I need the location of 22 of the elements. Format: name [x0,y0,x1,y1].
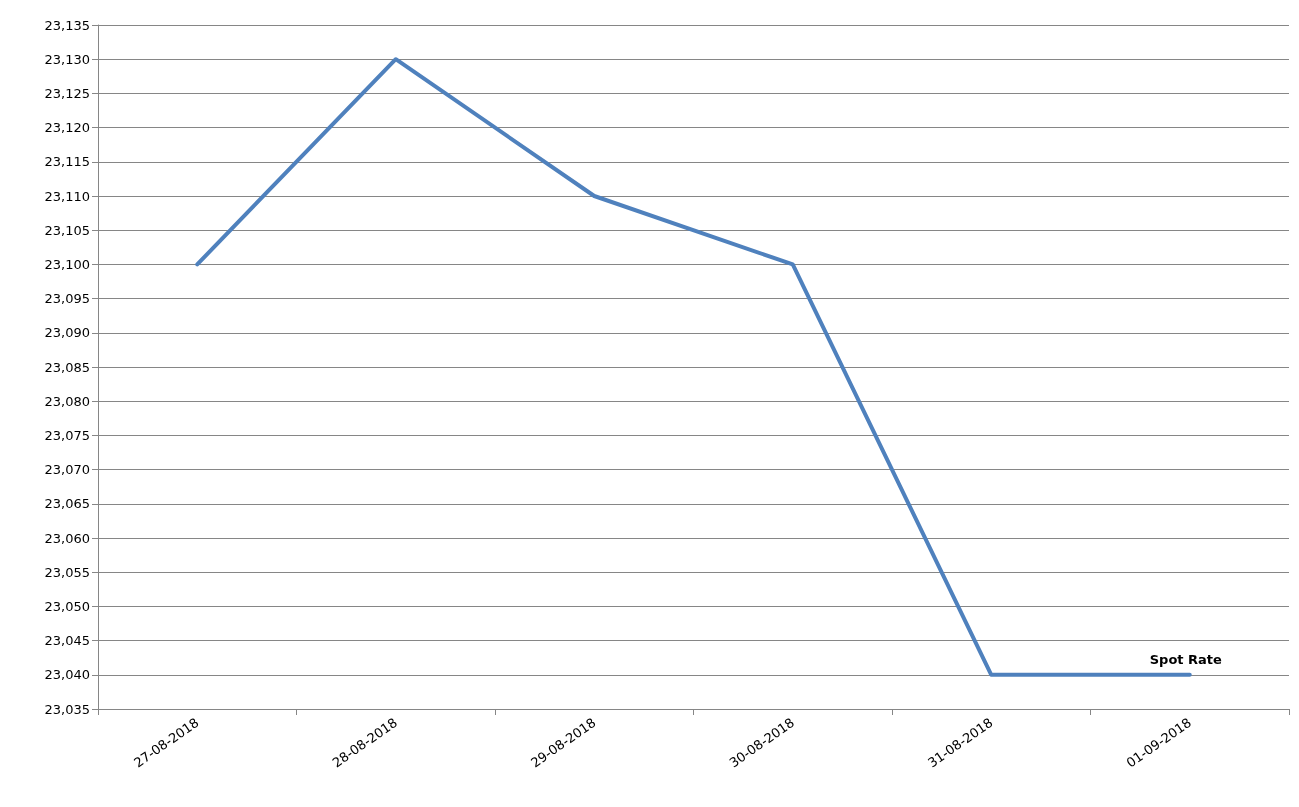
y-tick-label: 23,040 [44,667,90,683]
y-tick-label: 23,090 [44,325,90,341]
y-tick-label: 23,070 [44,462,90,478]
y-tick-label: 23,130 [44,51,90,67]
y-tick-label: 23,105 [44,222,90,238]
y-tick-label: 23,055 [44,564,90,580]
y-tick-label: 23,075 [44,427,90,443]
y-tick-label: 23,125 [44,85,90,101]
y-tick-label: 23,115 [44,154,90,170]
y-tick-label: 23,050 [44,598,90,614]
y-tick-label: 23,110 [44,188,90,204]
series-label: Spot Rate [1149,651,1223,667]
y-tick-label: 23,060 [44,530,90,546]
y-tick-label: 23,080 [44,393,90,409]
y-tick-label: 23,035 [44,701,90,717]
y-tick-label: 23,095 [44,291,90,307]
y-tick-label: 23,065 [44,496,90,512]
y-tick-label: 23,045 [44,633,90,649]
y-tick-label: 23,100 [44,256,90,272]
y-tick-label: 23,135 [44,17,90,33]
y-tick-label: 23,085 [44,359,90,375]
y-tick-label: 23,120 [44,120,90,136]
